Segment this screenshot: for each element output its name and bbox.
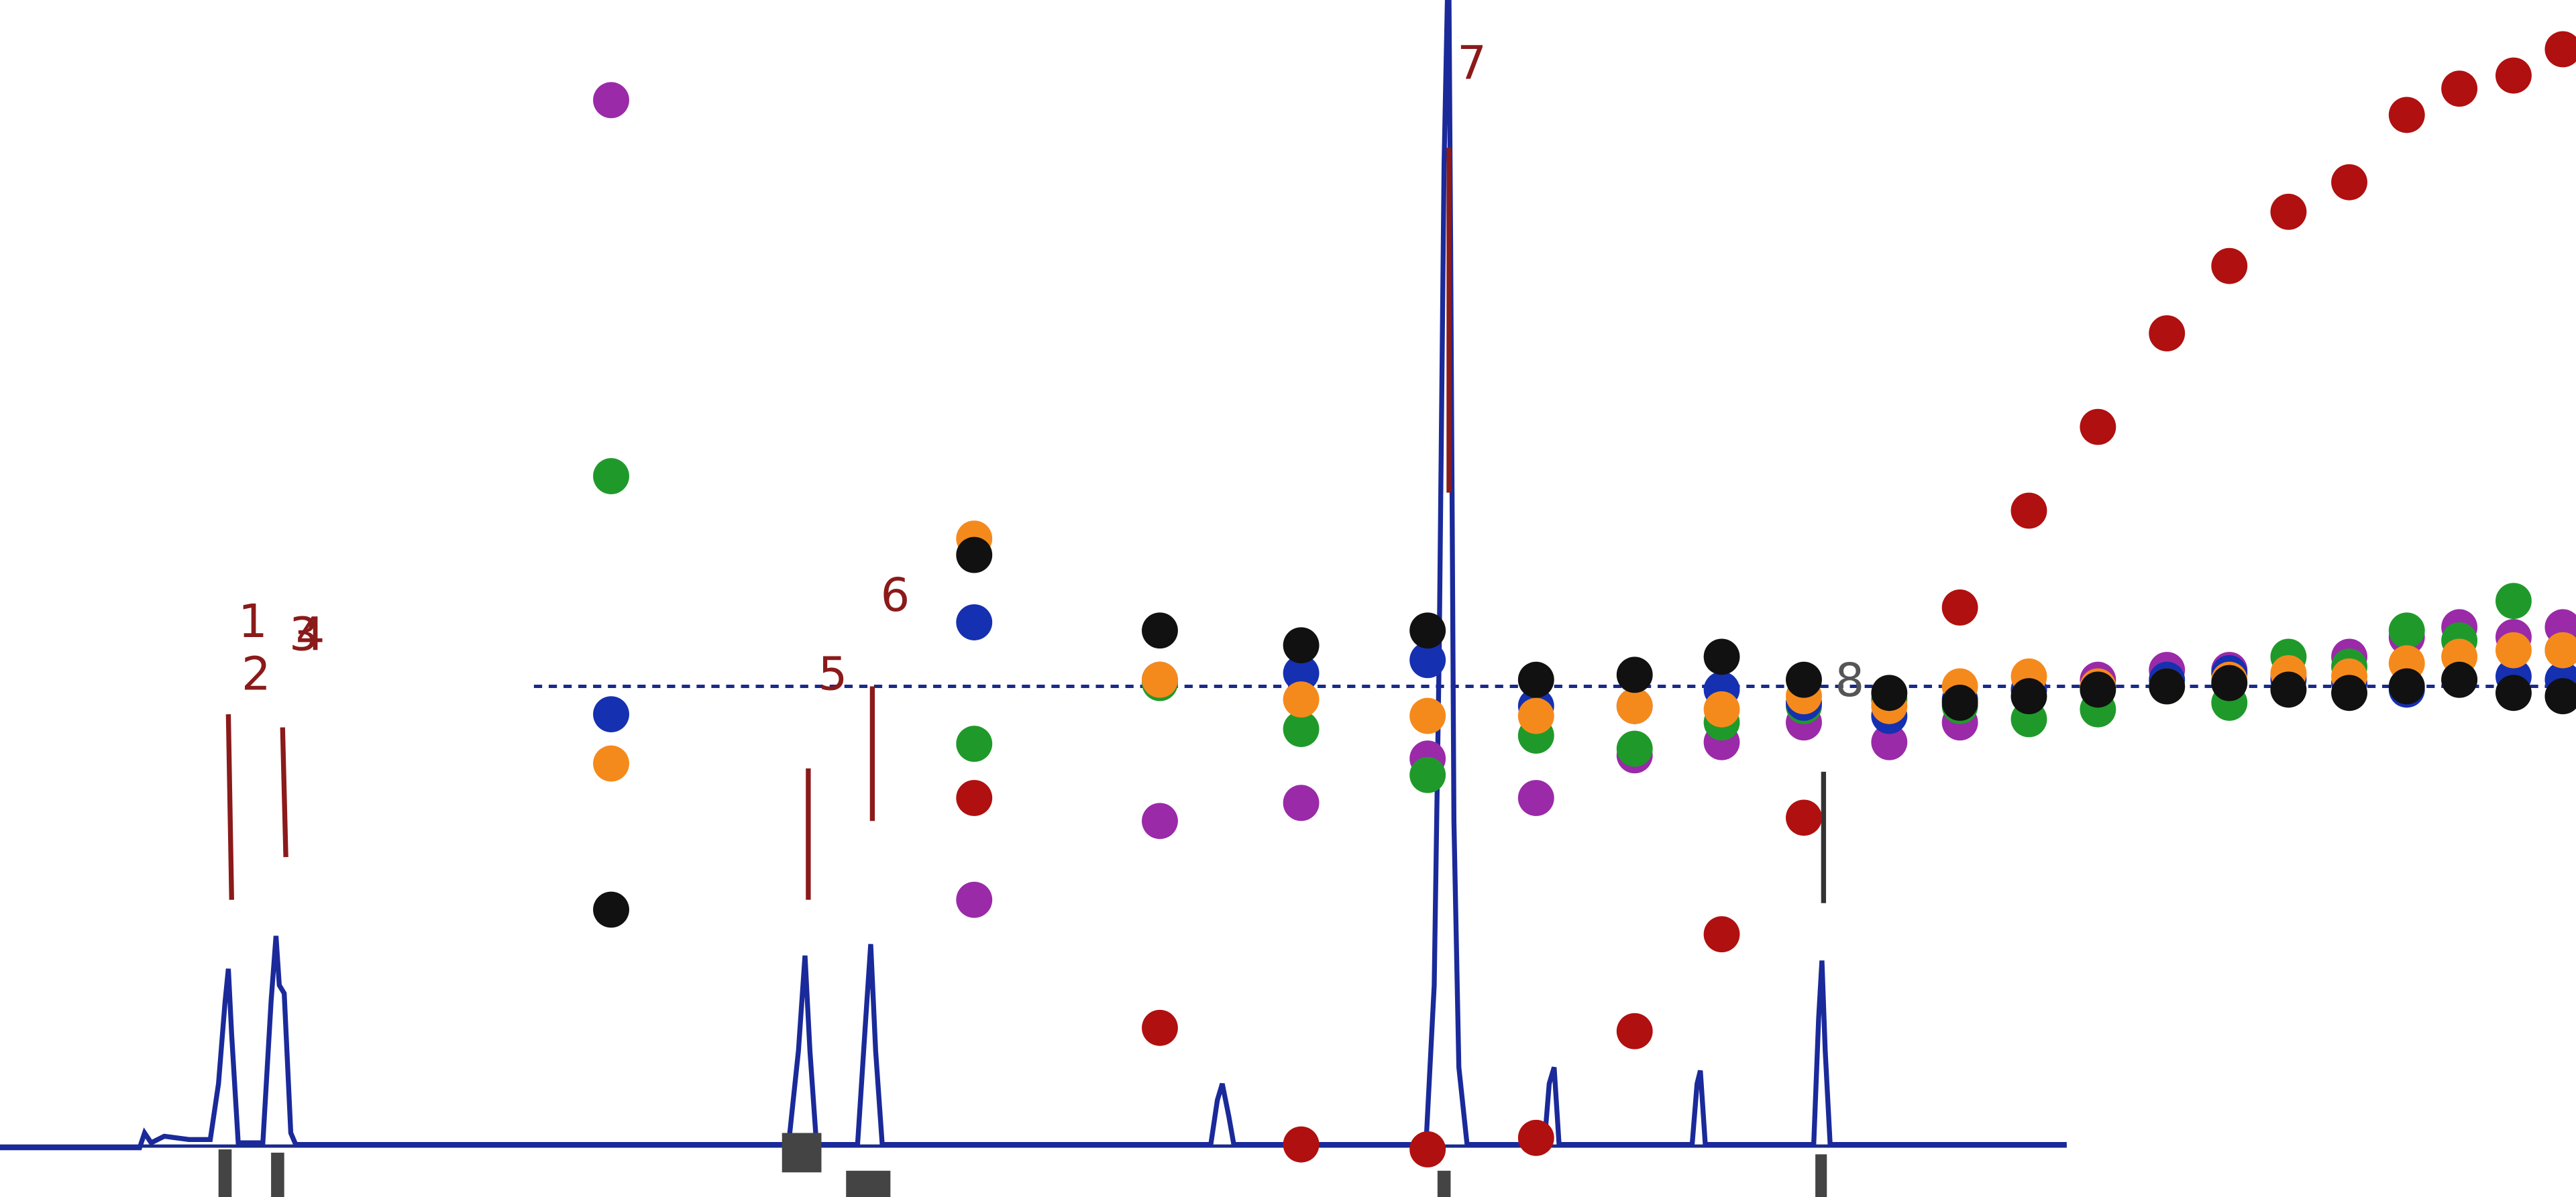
data-point [593,82,629,119]
data-point [2010,492,2047,529]
data-point [593,891,629,928]
data-point [2441,661,2478,698]
data-point [1786,661,1822,698]
data-point [2544,632,2576,669]
data-point [593,745,629,782]
data-point [2496,583,2532,620]
chromatogram-trace [0,0,2067,1151]
data-point [1142,612,1178,649]
data-point [2149,668,2186,705]
marker [846,1170,891,1197]
data-point [2149,315,2186,351]
data-point [1283,654,1320,691]
data-point [956,604,993,640]
peak-label: 1 [238,595,268,648]
data-point [1871,724,1908,760]
data-point [2496,57,2532,94]
data-point [2010,678,2047,715]
marker [1437,1170,1451,1197]
data-point [2080,408,2116,445]
data-point [1703,691,1740,728]
data-point [2080,671,2116,708]
data-point [1142,661,1178,698]
data-point [956,536,993,573]
data-point [1786,799,1822,836]
marker [1815,1154,1827,1197]
data-point [1703,916,1740,953]
data-point [1703,638,1740,675]
data-point [1941,589,1978,626]
data-point [2331,164,2367,201]
data-point [593,696,629,733]
data-point [2331,675,2367,711]
marker [218,1149,232,1197]
data-point [1517,1119,1554,1156]
data-point [1283,627,1320,664]
data-point [1517,661,1554,698]
data-point [1616,730,1653,767]
data-point [1409,642,1446,679]
peak-label: 2 [241,647,271,701]
data-point [2211,665,2248,701]
peak-marker [225,714,234,900]
data-point [2544,678,2576,715]
data-point [1409,697,1446,734]
data-point [593,458,629,495]
data-point [1409,1131,1446,1167]
data-point [2496,632,2532,669]
data-point [1616,687,1653,724]
data-point [1517,780,1554,816]
data-point [1142,803,1178,840]
data-point [2270,671,2307,708]
data-point [1142,1009,1178,1046]
data-point [1517,697,1554,734]
peak-label: 5 [818,647,848,701]
data-point [2544,31,2576,68]
data-point [1283,1126,1320,1163]
data-point [2270,193,2307,230]
data-point [956,881,993,918]
data-point [1409,612,1446,649]
data-point [1283,711,1320,748]
peak-label: 7 [1457,37,1487,91]
peak-label: 6 [881,569,910,622]
data-point [1283,681,1320,718]
peak-label: 4 [296,608,325,662]
data-point [1871,675,1908,711]
data-point [2388,668,2425,705]
peak-label: 3 [289,608,319,662]
data-point [1616,1013,1653,1049]
data-point [2388,97,2425,133]
data-point [1616,657,1653,693]
data-point [2441,70,2478,107]
peak-markers [225,148,1827,903]
data-point [956,780,993,816]
data-point [1941,685,1978,721]
data-point [2388,612,2425,649]
data-point [1409,756,1446,793]
peak-marker [280,727,288,858]
data-point [956,726,993,762]
data-point [2211,247,2248,284]
bottom-markers [218,1133,1827,1197]
marker [782,1133,822,1173]
data-point [2496,675,2532,711]
marker [271,1152,284,1197]
peak-label: 8 [1835,654,1865,707]
data-point [1283,785,1320,821]
